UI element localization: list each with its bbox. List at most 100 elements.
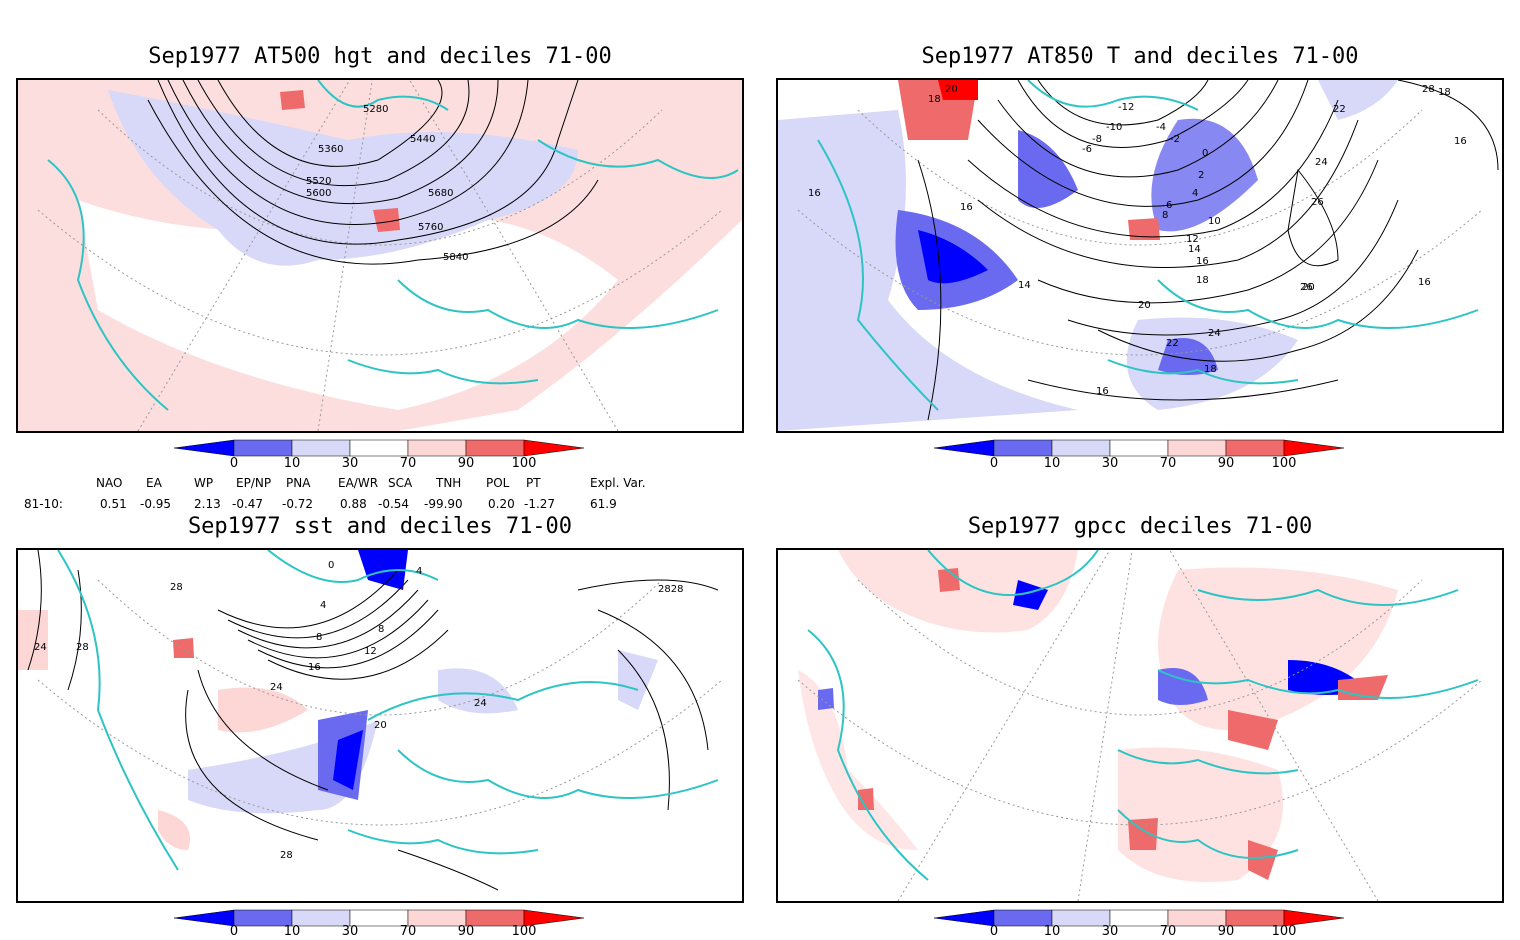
index-value: 61.9	[590, 497, 617, 511]
colorbar-tick: 0	[229, 924, 239, 939]
contour-label: 24	[474, 698, 487, 709]
contour-label: 16	[1096, 386, 1109, 397]
colorbar-tick: 30	[1101, 456, 1119, 471]
contour-label: 5360	[318, 144, 343, 155]
index-value: 0.20	[488, 497, 515, 511]
colorbar-tick: 100	[1271, 456, 1297, 471]
index-row-label: 81-10:	[24, 497, 63, 511]
index-header: TNH	[436, 476, 462, 490]
colorbar-tick: 30	[341, 456, 359, 471]
contour-label: 24	[1315, 157, 1328, 168]
colorbar-tick: 90	[457, 456, 475, 471]
contour-label: 8	[1162, 210, 1168, 221]
index-header: POL	[486, 476, 510, 490]
contour-label: 28	[1422, 84, 1435, 95]
colorbar-tick: 70	[1159, 924, 1177, 939]
contour-label: 28	[280, 850, 293, 861]
contour-label: 26	[1311, 197, 1324, 208]
colorbar-tick: 70	[399, 456, 417, 471]
contour-label: 8	[378, 624, 384, 635]
index-header: EA	[146, 476, 162, 490]
contour-label: 28	[76, 642, 89, 653]
contour-label: 4	[1192, 188, 1198, 199]
contour-label: 0	[1202, 148, 1208, 159]
contour-label: 5600	[306, 188, 331, 199]
index-value: -1.27	[524, 497, 556, 511]
index-value: 0.88	[340, 497, 367, 511]
shade-white-gap	[78, 200, 618, 410]
contour-label: 22	[1166, 338, 1179, 349]
contour-label: 8	[316, 632, 322, 643]
index-header: SCA	[388, 476, 413, 490]
colorbar-tick: 90	[1217, 456, 1235, 471]
contour-label: 24	[270, 682, 283, 693]
contour-label: 5840	[443, 252, 468, 263]
contour-label: 5440	[410, 134, 435, 145]
contour-label: 14	[1018, 280, 1031, 291]
index-value: -0.54	[378, 497, 410, 511]
colorbar-tick: 10	[283, 924, 301, 939]
colorbar-tick: 10	[1043, 456, 1061, 471]
index-value: 0.51	[100, 497, 127, 511]
index-header: Expl. Var.	[590, 476, 646, 490]
shade-red-mid-2	[280, 90, 305, 110]
panel-title-sst: Sep1977 sst and deciles 71-00	[187, 514, 573, 539]
contour-label: 26	[1300, 282, 1313, 293]
contour-label: 16	[808, 188, 821, 199]
panel-title-gpcc: Sep1977 gpcc deciles 71-00	[967, 514, 1313, 539]
contour-label: 20	[1302, 282, 1315, 293]
contour-label: 18	[1438, 87, 1451, 98]
colorbar-tick: 10	[283, 456, 301, 471]
colorbar-t850	[934, 439, 1345, 457]
colorbar-tick: 90	[457, 924, 475, 939]
contour-label: 18	[1196, 275, 1209, 286]
contour-label: 0	[328, 560, 334, 571]
contour-label: 5280	[363, 104, 388, 115]
contour-label: 20	[945, 84, 958, 95]
index-header: PT	[526, 476, 541, 490]
index-value: -0.95	[140, 497, 172, 511]
shade-blue-light	[108, 90, 578, 266]
panel-title-t850: Sep1977 AT850 T and deciles 71-00	[921, 44, 1359, 69]
colorbar-tick: 0	[989, 924, 999, 939]
map-panel-gpcc	[776, 548, 1504, 903]
contour-label: 2828	[658, 584, 683, 595]
index-header: WP	[194, 476, 214, 490]
index-header: NAO	[96, 476, 123, 490]
contour-label: -2	[1170, 134, 1180, 145]
contour-label: 28	[170, 582, 183, 593]
contour-label: 24	[1208, 328, 1221, 339]
contour-label: 16	[960, 202, 973, 213]
colorbar-tick: 30	[1101, 924, 1119, 939]
contour-labels-t850: 20 18 16 -12 -10 -8 -6 -4 -2 0 2 4 6 8 1…	[808, 84, 1467, 397]
colorbar-tick: 10	[1043, 924, 1061, 939]
contour-label: -8	[1092, 134, 1102, 145]
index-value: 2.13	[194, 497, 221, 511]
colorbar-tick: 90	[1217, 924, 1235, 939]
contour-label: 16	[308, 662, 321, 673]
contour-label: 16	[1454, 136, 1467, 147]
colorbar-tick: 70	[1159, 456, 1177, 471]
contour-label: 4	[320, 600, 326, 611]
contour-label: 12	[364, 646, 377, 657]
contour-label: 18	[928, 94, 941, 105]
index-header: PNA	[286, 476, 311, 490]
index-header: EP/NP	[236, 476, 272, 490]
contour-label: -10	[1106, 122, 1122, 133]
contour-label: 16	[1418, 277, 1431, 288]
colorbar-tick: 100	[511, 456, 537, 471]
colorbar-tick: 100	[511, 924, 537, 939]
colorbar-gpcc	[934, 909, 1345, 927]
contour-labels-hgt500: 5280 5360 5440 5520 5600 5680 5760 5840	[306, 104, 468, 263]
shade-red-mid	[373, 208, 400, 232]
contour-label: 5520	[306, 176, 331, 187]
colorbar-tick: 30	[341, 924, 359, 939]
index-value: -99.90	[424, 497, 463, 511]
map-t850-svg: 20 18 16 -12 -10 -8 -6 -4 -2 0 2 4 6 8 1…	[778, 80, 1499, 431]
map-gpcc-svg	[797, 550, 1483, 901]
colorbar-tick: 70	[399, 924, 417, 939]
contour-label: 5680	[428, 188, 453, 199]
contour-label: 4	[416, 566, 422, 577]
map-hgt500-svg: 5280 5360 5440 5520 5600 5680 5760 5840	[18, 80, 742, 431]
colorbar-sst	[174, 909, 585, 927]
